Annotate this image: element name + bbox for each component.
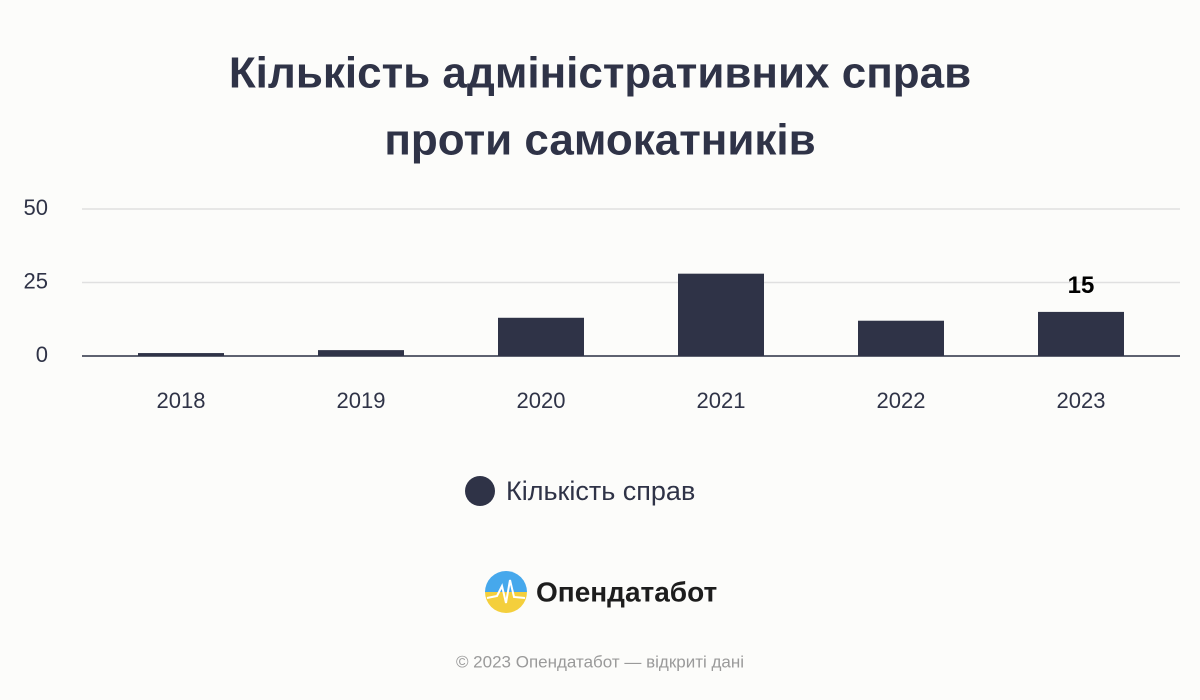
y-tick-label: 50 xyxy=(24,195,48,220)
bar xyxy=(138,353,224,356)
x-tick-label: 2021 xyxy=(697,388,746,413)
data-label: 15 xyxy=(1068,272,1095,299)
bar xyxy=(858,320,944,356)
x-tick-label: 2020 xyxy=(517,388,566,413)
x-tick-label: 2018 xyxy=(157,388,206,413)
bar xyxy=(1038,311,1124,356)
logo-text: Опендатабот xyxy=(536,576,717,607)
logo-pulse xyxy=(486,579,526,604)
x-tick-label: 2019 xyxy=(337,388,386,413)
bar xyxy=(678,273,764,356)
logo-icon xyxy=(485,571,527,613)
bar xyxy=(498,317,584,356)
chart-title: проти самокатників xyxy=(384,116,815,165)
chart-title: Кількість адміністративних справ xyxy=(229,49,971,98)
legend-marker xyxy=(465,476,495,506)
x-tick-label: 2023 xyxy=(1057,388,1106,413)
footer: © 2023 Опендатабот — відкриті дані xyxy=(456,652,744,671)
bar xyxy=(318,350,404,356)
legend-label: Кількість справ xyxy=(506,476,695,506)
x-tick-label: 2022 xyxy=(877,388,926,413)
y-tick-label: 0 xyxy=(36,342,48,367)
y-tick-label: 25 xyxy=(24,268,48,293)
